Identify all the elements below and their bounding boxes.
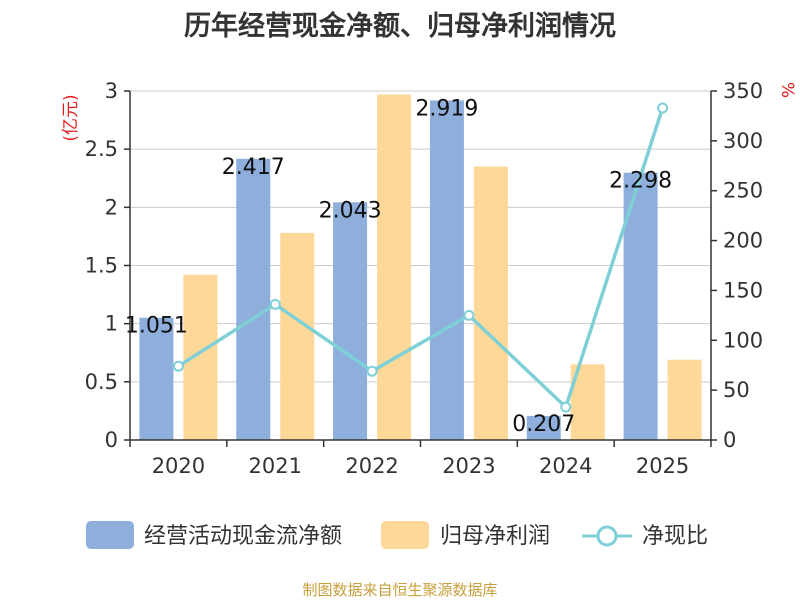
- ratio-point: [366, 365, 378, 377]
- bar-netprofit: [667, 359, 702, 440]
- bar-cashflow: [429, 100, 464, 440]
- right-axis-tick-label: 100: [723, 328, 763, 352]
- source-note: 制图数据来自恒生聚源数据库: [302, 581, 498, 599]
- legend-swatch-cashflow: [86, 521, 134, 549]
- bar-cashflow: [139, 317, 174, 440]
- ratio-point: [657, 102, 669, 114]
- right-axis-tick-label: 300: [723, 129, 763, 153]
- bar-netprofit: [473, 166, 508, 440]
- bar-netprofit: [377, 94, 412, 441]
- ratio-point: [269, 298, 281, 310]
- data-label-cashflow: 0.207: [512, 412, 575, 437]
- left-axis-tick-label: 3: [105, 79, 118, 103]
- x-axis-tick-label: 2025: [636, 454, 689, 478]
- right-axis-tick-label: 0: [723, 428, 736, 452]
- right-axis-tick-label: 50: [723, 378, 750, 402]
- right-axis-tick-label: 200: [723, 229, 763, 253]
- legend-label-cashflow: 经营活动现金流净额: [144, 524, 342, 549]
- right-axis-tick-label: 350: [723, 79, 763, 103]
- bars: [139, 94, 702, 441]
- legend-label-netprofit: 归母净利润: [440, 524, 550, 549]
- legend-item-cashflow[interactable]: 经营活动现金流净额: [86, 521, 342, 549]
- legend-marker-ratio: [596, 525, 618, 547]
- left-axis-tick-label: 1.5: [85, 254, 118, 278]
- right-axis-unit: %: [777, 82, 797, 98]
- legend-swatch-netprofit: [381, 521, 429, 549]
- data-label-cashflow: 2.919: [415, 96, 478, 121]
- bar-netprofit: [183, 274, 218, 440]
- left-axis-tick-label: 1: [105, 312, 118, 336]
- bar-cashflow: [526, 415, 561, 440]
- ratio-point: [463, 309, 475, 321]
- axes: 0 0.5 1 1.5 2 2.5 3 0 50 100 150 200 250 300 350 2020 20…: [85, 79, 764, 478]
- ratio-line: [172, 102, 669, 413]
- bar-cashflow: [623, 172, 658, 440]
- left-axis-tick-label: 2: [105, 195, 118, 219]
- ratio-point: [172, 360, 184, 372]
- data-label-cashflow: 2.298: [609, 169, 672, 194]
- legend-item-netprofit[interactable]: 归母净利润: [381, 521, 550, 549]
- bar-netprofit: [280, 232, 315, 440]
- data-label-cashflow: 1.051: [125, 314, 188, 339]
- right-axis-tick-label: 150: [723, 278, 763, 302]
- legend: 经营活动现金流净额 归母净利润 净现比: [86, 521, 708, 549]
- x-axis-tick-label: 2021: [249, 454, 302, 478]
- data-labels: 1.051 2.417 2.043 2.919 0.207 2.298: [125, 96, 672, 436]
- left-axis-tick-label: 2.5: [85, 137, 118, 161]
- data-label-cashflow: 2.417: [222, 155, 285, 180]
- right-axis-tick-label: 250: [723, 179, 763, 203]
- grid-lines: [130, 90, 711, 383]
- legend-item-ratio[interactable]: 净现比: [582, 524, 708, 549]
- ratio-line-path: [177, 107, 665, 411]
- data-label-cashflow: 2.043: [319, 198, 382, 223]
- chart-title: 历年经营现金净额、归母净利润情况: [184, 11, 616, 42]
- ratio-point: [560, 401, 572, 413]
- left-axis-tick-label: 0: [105, 428, 118, 452]
- x-axis-tick-label: 2022: [345, 454, 398, 478]
- left-axis-unit: (亿元): [61, 94, 81, 141]
- x-axis-tick-label: 2023: [442, 454, 495, 478]
- bar-cashflow: [333, 202, 368, 440]
- left-axis-tick-label: 0.5: [85, 370, 118, 394]
- x-axis-tick-label: 2020: [152, 454, 205, 478]
- x-axis-tick-label: 2024: [539, 454, 592, 478]
- bar-cashflow: [236, 158, 271, 440]
- legend-label-ratio: 净现比: [642, 524, 708, 549]
